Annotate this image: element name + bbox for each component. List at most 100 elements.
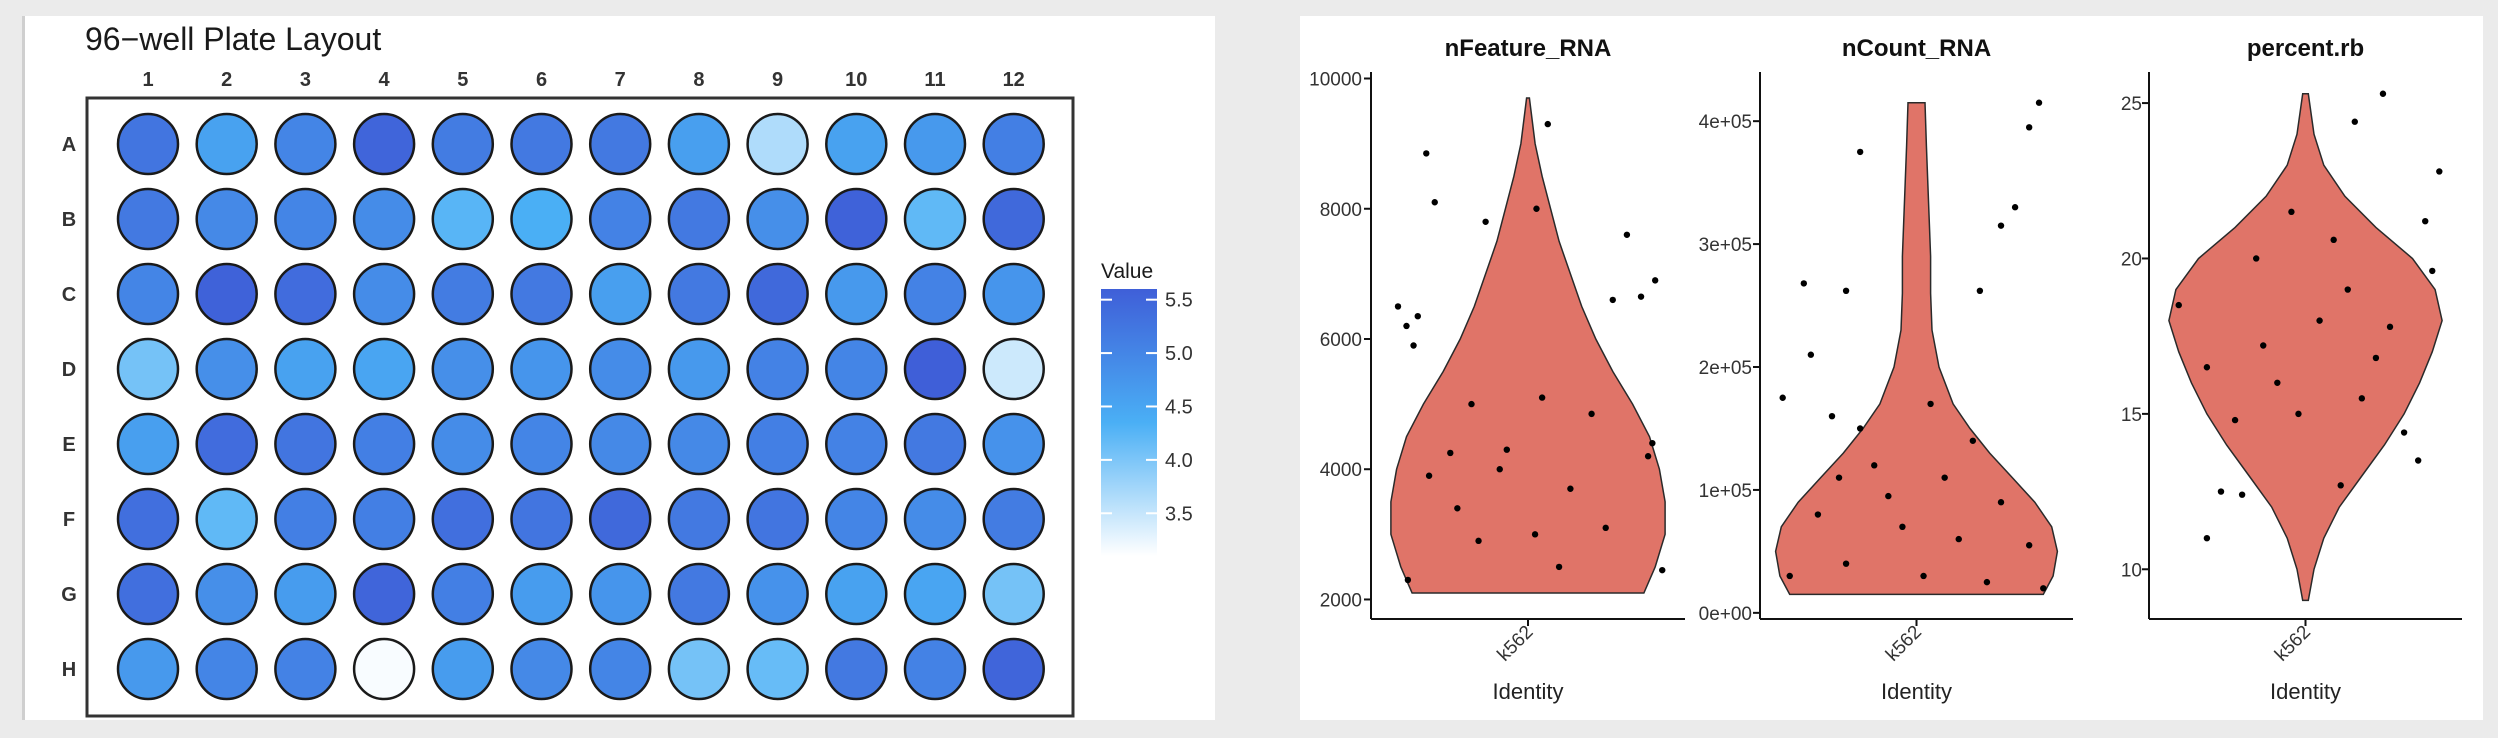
- well: [982, 637, 1045, 701]
- well: [352, 487, 416, 551]
- violin-body: [1774, 101, 2059, 596]
- data-point: [1651, 277, 1659, 284]
- column-label: 1: [142, 69, 153, 91]
- well: [825, 262, 888, 326]
- well: [903, 262, 967, 326]
- data-point: [2175, 301, 2182, 309]
- well: [746, 562, 809, 626]
- well: [352, 262, 416, 326]
- data-point: [1403, 322, 1410, 330]
- well: [352, 637, 416, 701]
- column-label: 10: [845, 69, 867, 91]
- well: [982, 412, 1045, 476]
- column-label: 11: [924, 69, 945, 91]
- data-point: [2203, 364, 2211, 371]
- y-tick-label: 25: [2121, 94, 2142, 115]
- well: [667, 337, 731, 401]
- violin-body: [1390, 97, 1666, 594]
- row-label: G: [61, 584, 77, 606]
- data-point: [2414, 457, 2422, 464]
- column-label: 5: [457, 69, 468, 91]
- well: [510, 487, 573, 551]
- data-point: [2436, 168, 2443, 175]
- data-point: [2358, 395, 2366, 402]
- data-point: [1983, 578, 1991, 586]
- well: [588, 637, 652, 701]
- data-point: [2231, 416, 2239, 424]
- well: [195, 187, 258, 251]
- data-point: [1649, 439, 1656, 447]
- x-tick-label: k562: [1882, 622, 1926, 666]
- column-label: 2: [221, 69, 232, 91]
- well: [903, 412, 967, 476]
- plate-layout-panel: 96−well Plate Layout 1 2 3 4 5 6 7 8 9 10 11 12 A B C D E…: [22, 16, 1215, 720]
- well: [588, 412, 652, 476]
- well: [195, 637, 258, 701]
- data-point: [2337, 482, 2344, 489]
- y-tick-label: 3e+05: [1699, 235, 1752, 256]
- well: [588, 562, 652, 626]
- data-point: [1828, 412, 1836, 420]
- data-point: [2253, 255, 2260, 262]
- well: [274, 562, 337, 626]
- data-point: [2203, 534, 2211, 542]
- column-label: 4: [379, 69, 391, 91]
- y-tick-label: 0e+00: [1699, 604, 1752, 625]
- well: [982, 337, 1045, 401]
- well: [746, 112, 809, 176]
- well: [274, 637, 337, 701]
- data-point: [2040, 585, 2047, 592]
- well: [510, 337, 573, 401]
- y-tick-label: 10000: [1309, 70, 1362, 91]
- column-label: 9: [772, 69, 783, 91]
- well: [510, 187, 573, 251]
- data-point: [2316, 317, 2323, 324]
- well: [116, 562, 180, 626]
- well: [510, 562, 573, 626]
- well: [903, 337, 967, 401]
- x-axis-title: Identity: [2270, 679, 2341, 704]
- data-point: [2217, 488, 2225, 495]
- data-point: [1955, 535, 1962, 543]
- data-point: [1927, 400, 1934, 408]
- data-point: [1779, 394, 1786, 401]
- data-point: [1659, 566, 1666, 574]
- y-tick-label: 1e+05: [1699, 481, 1752, 502]
- column-label: 8: [693, 69, 704, 91]
- data-point: [2274, 379, 2281, 386]
- data-point: [1567, 485, 1574, 492]
- data-point: [2372, 354, 2380, 362]
- well: [667, 562, 731, 626]
- y-tick-label: 6000: [1320, 330, 1362, 351]
- data-point: [1842, 287, 1850, 294]
- data-point: [2330, 236, 2337, 244]
- data-point: [1835, 474, 1843, 481]
- data-point: [1800, 280, 1808, 287]
- y-tick-label: 4e+05: [1699, 112, 1752, 133]
- well: [588, 187, 652, 251]
- well: [431, 337, 495, 401]
- well: [352, 187, 416, 251]
- well: [352, 112, 416, 176]
- violin-plots-panel: nFeature_RNA 2000 4000 6000 8000 10000 k562 Ide…: [1300, 16, 2483, 720]
- well: [510, 112, 573, 176]
- data-point: [1602, 524, 1609, 532]
- row-label: C: [62, 284, 76, 306]
- well: [825, 637, 888, 701]
- well: [352, 337, 416, 401]
- data-point: [1496, 466, 1503, 473]
- well: [195, 112, 258, 176]
- well: [825, 412, 888, 476]
- well: [116, 112, 180, 176]
- data-point: [2288, 208, 2295, 216]
- data-point: [1454, 505, 1461, 512]
- data-point: [1807, 351, 1815, 358]
- well: [982, 487, 1045, 551]
- well: [667, 112, 731, 176]
- well: [746, 637, 809, 701]
- plate-title: 96−well Plate Layout: [85, 21, 381, 57]
- well: [746, 262, 809, 326]
- row-label: E: [62, 434, 75, 456]
- data-point: [1899, 523, 1906, 531]
- violin-title: nCount_RNA: [1842, 35, 1991, 62]
